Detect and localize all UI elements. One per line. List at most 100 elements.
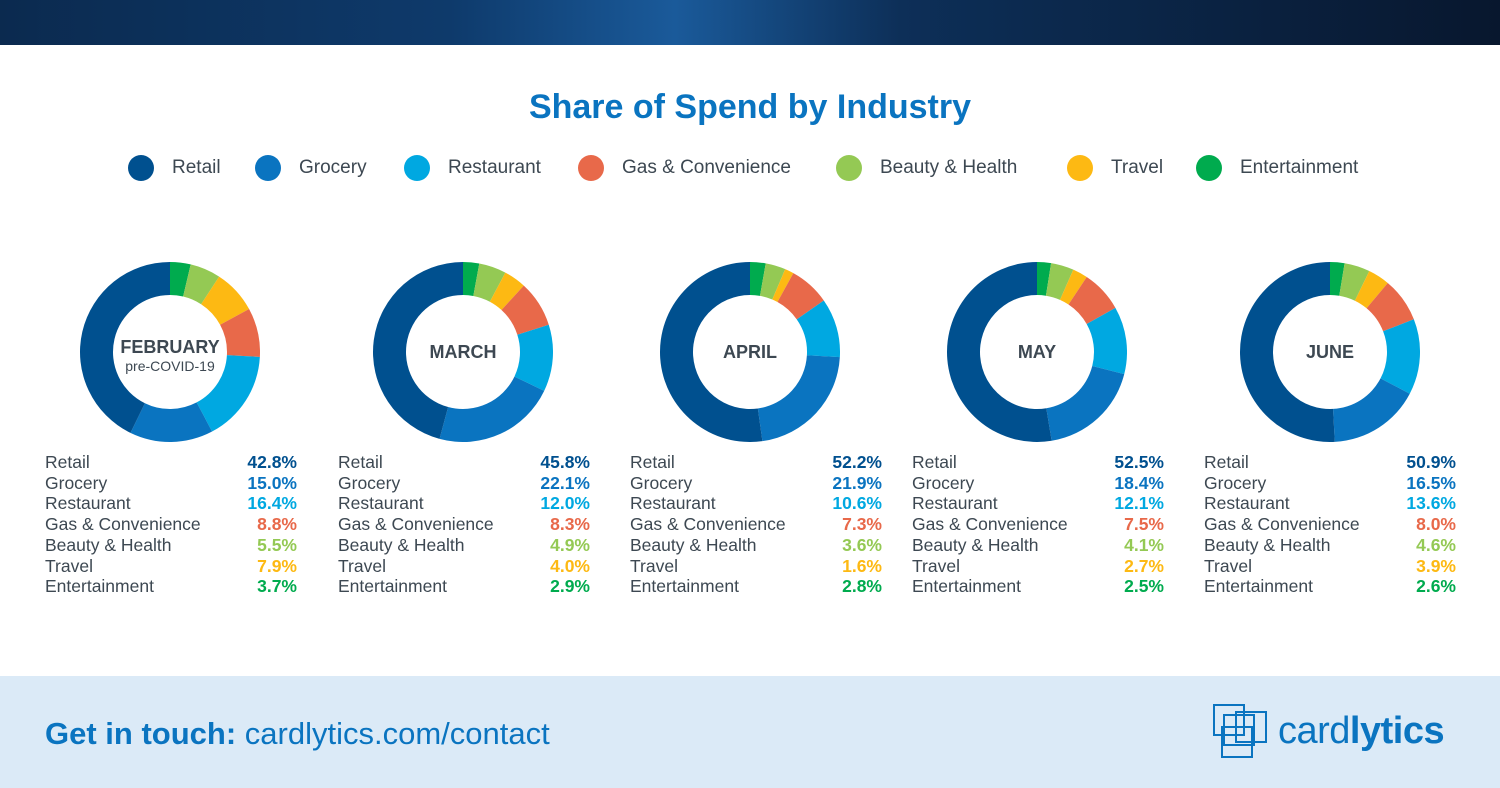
legend-label: Retail — [172, 157, 221, 178]
donut-slice-beauty-health — [473, 263, 506, 302]
donut-slice-grocery — [1046, 366, 1125, 441]
category-label: Grocery — [338, 472, 401, 493]
data-label: 8.8% — [257, 514, 297, 535]
donut-slice-gas-convenience — [501, 285, 549, 335]
table-row: Gas & Convenience 8.8% — [45, 514, 297, 535]
category-label: Retail — [1204, 452, 1249, 472]
values-table: Retail 52.2% Grocery 21.9% Restaurant 10.6% Ga… — [630, 452, 882, 597]
data-label: 1.6% — [842, 555, 882, 576]
table-row: Gas & Convenience 7.3% — [630, 514, 882, 535]
donut-slice-gas-convenience — [1366, 282, 1414, 332]
category-label: Grocery — [912, 472, 975, 493]
legend-label: Travel — [1111, 157, 1164, 178]
legend-item: Grocery — [255, 155, 367, 181]
category-label: Entertainment — [1204, 576, 1313, 597]
data-label: 52.5% — [1114, 452, 1164, 472]
data-label: 42.8% — [247, 452, 297, 472]
donut-slice-grocery — [1333, 378, 1410, 442]
data-label: 52.2% — [832, 452, 882, 472]
donut-slice-entertainment — [1330, 262, 1345, 296]
category-label: Beauty & Health — [338, 534, 465, 555]
donut-slice-beauty-health — [1045, 263, 1074, 300]
table-row: Travel 1.6% — [630, 556, 882, 577]
category-label: Entertainment — [630, 576, 739, 597]
donut-slice-retail — [80, 262, 170, 433]
table-row: Retail 52.5% — [912, 452, 1164, 473]
donut-slice-grocery — [439, 376, 545, 442]
donut-slice-restaurant — [514, 324, 553, 391]
donut-slice-restaurant — [796, 300, 840, 358]
donut-slice-travel — [1354, 271, 1388, 309]
category-label: Retail — [630, 452, 675, 472]
legend-item: Gas & Convenience — [578, 155, 791, 181]
data-label: 50.9% — [1406, 452, 1456, 472]
donut-slice-restaurant — [1380, 319, 1420, 394]
table-row: Entertainment 3.7% — [45, 576, 297, 597]
donut-chart — [373, 262, 553, 442]
table-row: Retail 52.2% — [630, 452, 882, 473]
donut-slice-restaurant — [1086, 307, 1127, 375]
data-label: 2.8% — [842, 576, 882, 597]
donut-chart — [1240, 262, 1420, 442]
table-row: Restaurant 12.0% — [338, 493, 590, 514]
category-label: Beauty & Health — [912, 534, 1039, 555]
data-label: 12.0% — [540, 493, 590, 514]
month-label: APRIL — [723, 342, 777, 362]
legend-item: Retail — [128, 155, 221, 181]
table-row: Beauty & Health 4.9% — [338, 535, 590, 556]
contact-link[interactable]: cardlytics.com/contact — [244, 716, 550, 751]
legend-label: Grocery — [299, 157, 367, 178]
data-label: 12.1% — [1114, 493, 1164, 514]
category-label: Travel — [1204, 555, 1252, 576]
legend-label: Entertainment — [1240, 157, 1359, 178]
legend-swatch — [1196, 155, 1222, 181]
category-label: Grocery — [630, 472, 693, 493]
category-label: Beauty & Health — [1204, 534, 1331, 555]
donut-slice-entertainment — [750, 262, 766, 296]
legend-swatch — [128, 155, 154, 181]
table-row: Restaurant 12.1% — [912, 493, 1164, 514]
table-row: Retail 42.8% — [45, 452, 297, 473]
table-row: Gas & Convenience 8.3% — [338, 514, 590, 535]
table-row: Entertainment 2.9% — [338, 576, 590, 597]
category-label: Entertainment — [912, 576, 1021, 597]
table-row: Entertainment 2.8% — [630, 576, 882, 597]
table-row: Grocery 18.4% — [912, 473, 1164, 494]
category-label: Travel — [338, 555, 386, 576]
footer — [0, 676, 1500, 788]
month-label: MARCH — [429, 342, 497, 362]
data-label: 4.1% — [1124, 534, 1164, 555]
data-label: 13.6% — [1406, 493, 1456, 514]
month-label: JUNE — [1305, 342, 1354, 362]
data-label: 2.5% — [1124, 576, 1164, 597]
contact-label: Get in touch: — [45, 716, 237, 751]
category-label: Gas & Convenience — [912, 514, 1068, 535]
data-label: 7.5% — [1124, 514, 1164, 535]
legend-swatch — [836, 155, 862, 181]
table-row: Beauty & Health 3.6% — [630, 535, 882, 556]
logo-wordmark: cardlytics — [1278, 709, 1445, 752]
table-row: Restaurant 10.6% — [630, 493, 882, 514]
donut-slice-retail — [373, 262, 463, 439]
category-label: Entertainment — [45, 576, 154, 597]
donut-slice-travel — [489, 272, 524, 310]
donut-slice-retail — [947, 262, 1052, 442]
table-row: Grocery 21.9% — [630, 473, 882, 494]
donut-slice-retail — [660, 262, 763, 442]
data-label: 3.9% — [1416, 555, 1456, 576]
table-row: Beauty & Health 4.6% — [1204, 535, 1456, 556]
data-label: 2.6% — [1416, 576, 1456, 597]
donut-slice-entertainment — [170, 262, 191, 297]
category-label: Gas & Convenience — [630, 514, 786, 535]
values-table: Retail 50.9% Grocery 16.5% Restaurant 13.6% Ga… — [1204, 452, 1456, 597]
header-banner — [0, 0, 1500, 45]
data-label: 45.8% — [540, 452, 590, 472]
data-label: 3.6% — [842, 534, 882, 555]
donut-slice-gas-convenience — [1068, 276, 1116, 325]
data-label: 22.1% — [540, 472, 590, 493]
month-sublabel: pre-COVID-19 — [125, 358, 215, 374]
table-row: Travel 2.7% — [912, 556, 1164, 577]
data-label: 21.9% — [832, 472, 882, 493]
table-row: Travel 3.9% — [1204, 556, 1456, 577]
data-label: 3.7% — [257, 576, 297, 597]
